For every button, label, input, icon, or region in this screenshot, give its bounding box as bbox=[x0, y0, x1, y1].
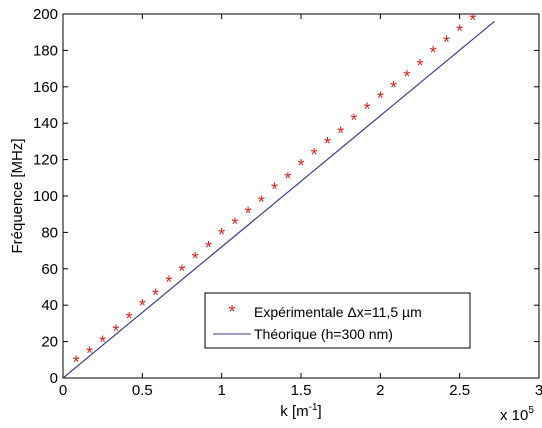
experimental-point: * bbox=[192, 249, 199, 269]
experimental-point: * bbox=[390, 78, 397, 98]
y-axis-title: Fréquence [MHz] bbox=[9, 138, 26, 253]
experimental-point: * bbox=[350, 111, 357, 131]
experimental-point: * bbox=[364, 100, 371, 120]
x-tick-label: 2.5 bbox=[449, 382, 470, 399]
y-axis-ticks: 0 20 40 60 80 100 120 140 160 180 200 bbox=[33, 6, 539, 387]
experimental-point: * bbox=[231, 214, 238, 234]
experimental-point: * bbox=[245, 203, 252, 223]
experimental-point: * bbox=[416, 56, 423, 76]
y-tick-label: 100 bbox=[33, 188, 58, 205]
y-tick-label: 60 bbox=[41, 261, 58, 278]
experimental-point: * bbox=[403, 67, 410, 87]
experimental-point: * bbox=[139, 296, 146, 316]
legend: * Expérimentale Δx=11,5 µm Théorique (h=… bbox=[204, 292, 471, 349]
experimental-point: * bbox=[99, 333, 106, 353]
theoretical-line bbox=[63, 20, 495, 378]
x-tick-label: 0.5 bbox=[132, 382, 153, 399]
experimental-point: * bbox=[126, 309, 133, 329]
x-axis-multiplier-exponent: 5 bbox=[528, 405, 534, 416]
y-tick-label: 120 bbox=[33, 152, 58, 169]
experimental-point: * bbox=[324, 134, 331, 154]
experimental-point: * bbox=[218, 225, 225, 245]
experimental-point: * bbox=[178, 262, 185, 282]
x-axis-ticks: 0 0.5 1 1.5 2 2.5 3 bbox=[59, 14, 542, 399]
x-tick-label: 3 bbox=[535, 382, 542, 399]
y-tick-label: 200 bbox=[33, 6, 58, 23]
legend-label-theoretical: Théorique (h=300 nm) bbox=[254, 326, 393, 342]
experimental-point: * bbox=[443, 32, 450, 52]
experimental-point: * bbox=[483, 0, 490, 20]
experimental-point: * bbox=[456, 21, 463, 41]
x-axis-title: k [m-1] bbox=[280, 402, 321, 420]
legend-label-experimental: Expérimentale Δx=11,5 µm bbox=[254, 304, 422, 320]
y-tick-label: 160 bbox=[33, 79, 58, 96]
legend-marker-experimental: * bbox=[228, 302, 235, 322]
x-axis-title-close: ] bbox=[318, 403, 322, 420]
experimental-point: * bbox=[112, 322, 119, 342]
experimental-point: * bbox=[258, 192, 265, 212]
y-tick-label: 180 bbox=[33, 42, 58, 59]
experimental-point: * bbox=[271, 180, 278, 200]
y-tick-label: 80 bbox=[41, 224, 58, 241]
x-tick-label: 2 bbox=[376, 382, 384, 399]
y-tick-label: 0 bbox=[50, 370, 58, 387]
x-axis-multiplier-base: x 10 bbox=[500, 407, 528, 424]
x-axis-title-exponent: -1 bbox=[309, 402, 318, 413]
experimental-point: * bbox=[311, 145, 318, 165]
x-axis-title-base: k [m bbox=[280, 403, 308, 420]
x-axis-multiplier: x 105 bbox=[500, 405, 534, 424]
experimental-point: * bbox=[73, 353, 80, 373]
experimental-point: * bbox=[377, 89, 384, 109]
experimental-point: * bbox=[284, 169, 291, 189]
x-tick-label: 0 bbox=[59, 382, 67, 399]
y-tick-label: 20 bbox=[41, 334, 58, 351]
x-tick-label: 1 bbox=[217, 382, 225, 399]
experimental-point: * bbox=[165, 273, 172, 293]
experimental-point: * bbox=[86, 344, 93, 364]
y-tick-label: 40 bbox=[41, 297, 58, 314]
experimental-point: * bbox=[337, 123, 344, 143]
experimental-point: * bbox=[430, 43, 437, 63]
experimental-point: * bbox=[469, 10, 476, 30]
legend-box bbox=[204, 292, 471, 349]
x-tick-label: 1.5 bbox=[291, 382, 312, 399]
y-tick-label: 140 bbox=[33, 115, 58, 132]
experimental-point: * bbox=[297, 156, 304, 176]
series-layer: * * * * * * * * * * * * * * * * * * * * * * * * * * * * * * * * bbox=[63, 0, 495, 378]
experimental-point: * bbox=[152, 285, 159, 305]
experimental-point: * bbox=[205, 238, 212, 258]
